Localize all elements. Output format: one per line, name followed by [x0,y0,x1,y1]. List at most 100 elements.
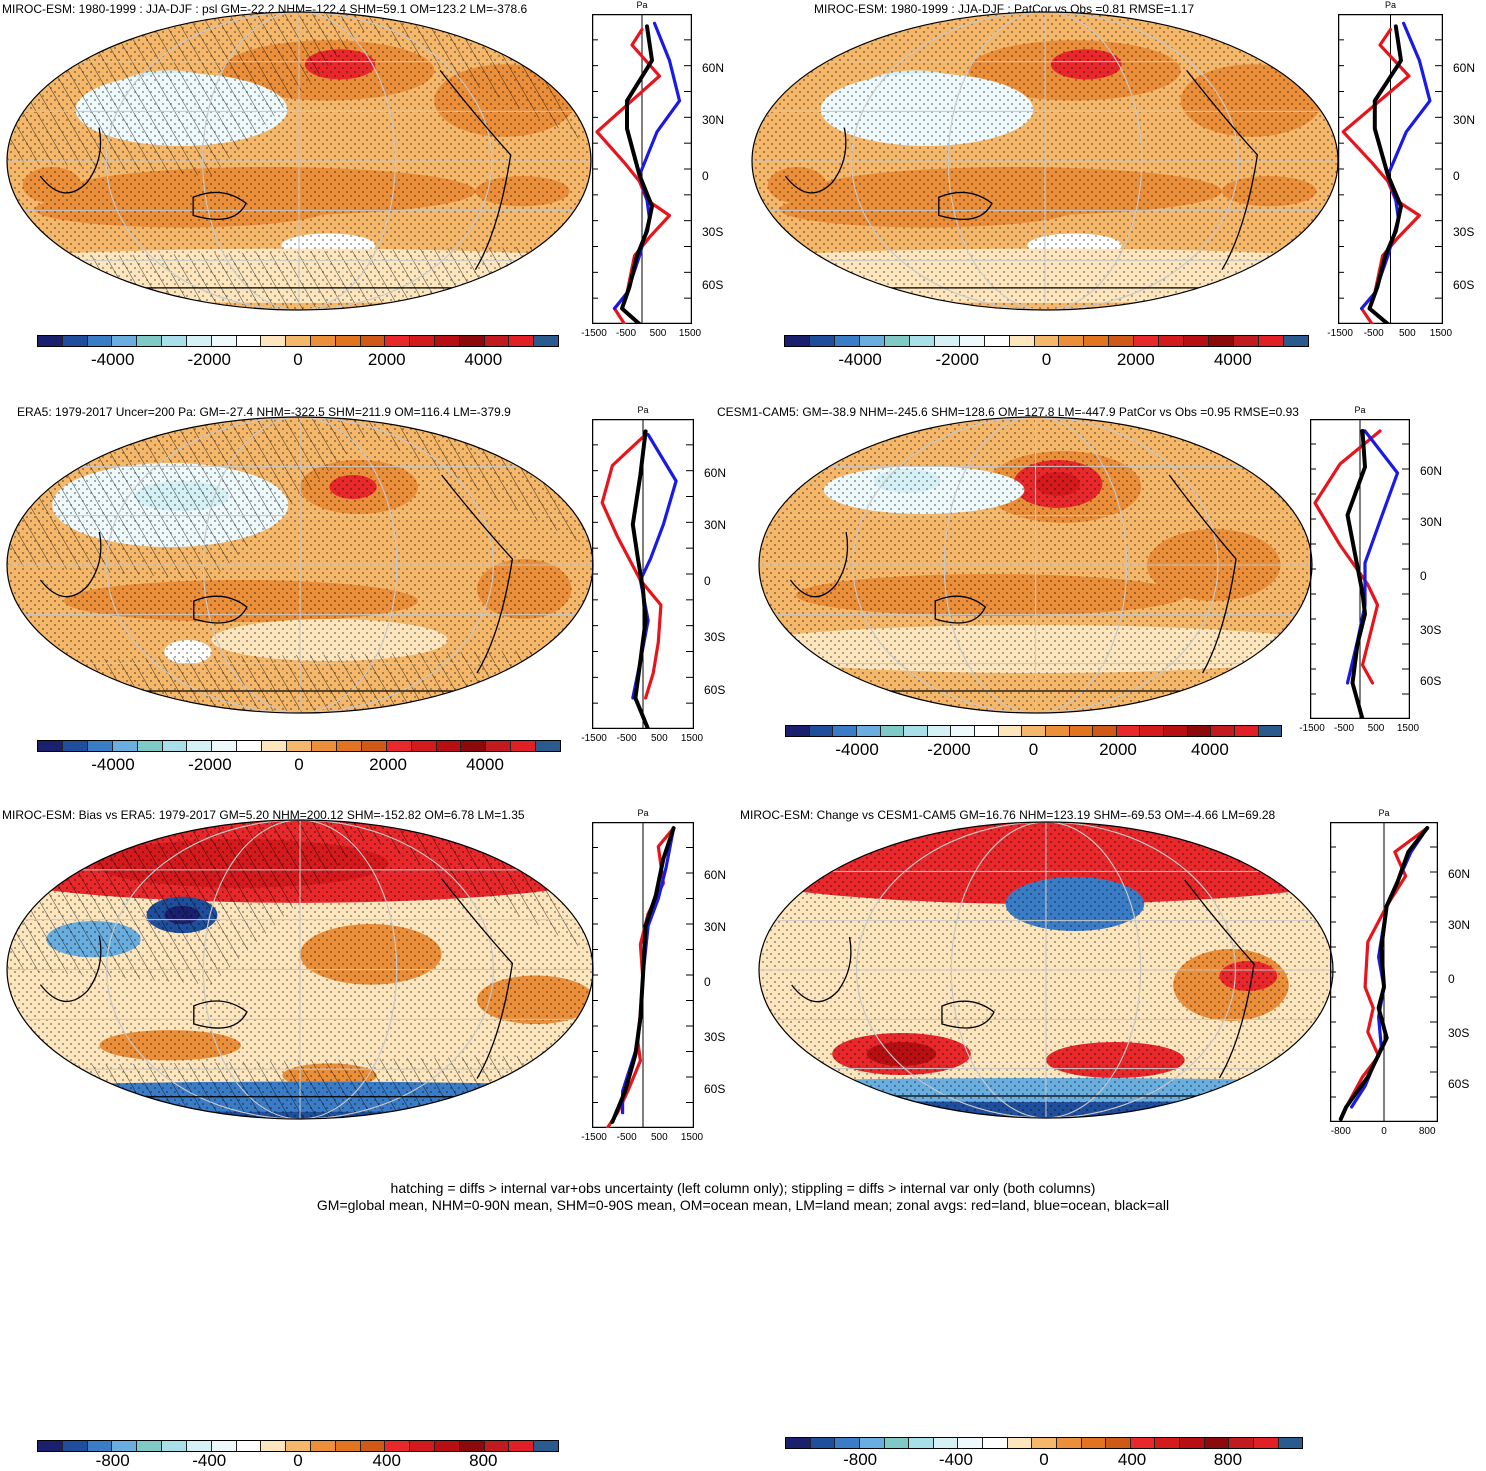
zonal-line-land [597,30,670,325]
colorbar-swatch [1117,726,1141,736]
colorbar-swatch [361,1441,386,1451]
latitude-tick-label: 30S [704,1030,725,1044]
colorbar-swatch [63,336,88,346]
colorbar-swatch [286,1441,311,1451]
zonal-x-tick-label: 1500 [1430,328,1452,339]
colorbar-swatch [810,726,834,736]
colorbar-swatch [412,741,437,751]
colorbar-swatch [833,726,857,736]
colorbar-swatch [287,741,312,751]
latitude-tick-label: 60S [1420,674,1441,688]
colorbar-swatch [410,1441,435,1451]
colorbar-swatch [1279,1438,1303,1448]
colorbar-swatch [212,336,237,346]
latitude-tick-label: 0 [1420,569,1427,583]
colorbar-swatch [928,726,952,736]
latitude-tick-label: 60S [704,1082,725,1096]
zonal-x-tick-label: -800 [1331,1126,1351,1137]
colorbar-swatch [261,1441,286,1451]
colorbar-swatch [1134,336,1159,346]
colorbar-swatch [960,336,985,346]
colorbar-swatch [910,336,935,346]
colorbar-swatch [385,336,410,346]
colorbar-tick-label: -2000 [936,350,979,370]
zonal-unit-label: Pa [1378,808,1389,818]
colorbar-swatch [38,336,63,346]
colorbar-swatch [885,1438,910,1448]
colorbar-swatch [38,1441,63,1451]
latitude-tick-label: 30N [704,920,726,934]
colorbar-tick-label: 0 [1042,350,1051,370]
map-plot [5,818,595,1121]
colorbar-tick-label: -4000 [91,350,134,370]
map-plot [750,10,1340,312]
colorbar-swatch [786,1438,811,1448]
zonal-axes [1338,14,1443,324]
colorbar-swatch [187,1441,212,1451]
zonal-x-tick-label: 800 [1419,1126,1436,1137]
colorbar-tick-label: -4000 [838,350,881,370]
colorbar-swatch [1093,726,1117,736]
latitude-tick-label: 30N [704,518,726,532]
colorbar-swatch [262,741,287,751]
colorbar-swatch [312,741,337,751]
colorbar-swatch [1131,1438,1156,1448]
zonal-axes [1310,419,1410,719]
colorbar-swatch [1046,726,1070,736]
colorbar-swatch [1109,336,1134,346]
zonal-x-tick-label: 1500 [679,328,701,339]
colorbar-tick-label: -400 [939,1450,973,1470]
colorbar-swatch [985,336,1010,346]
latitude-tick-label: 0 [1453,169,1460,183]
zonal-line-ocean [1352,828,1428,1107]
colorbar-swatch [1022,726,1046,736]
zonal-x-tick-label: 0 [1381,1126,1387,1137]
colorbar-swatch [112,1441,137,1451]
colorbar-swatch [983,1438,1008,1448]
zonal-line-all [622,26,652,324]
colorbar-tick-label: 4000 [464,350,502,370]
colorbar-swatch [935,336,960,346]
colorbar-swatch [509,1441,534,1451]
zonal-x-tick-label: -500 [617,1132,637,1143]
colorbar-swatch [361,336,386,346]
colorbar-swatch [857,726,881,736]
colorbar-swatch [1059,336,1084,346]
latitude-tick-label: 60N [1448,867,1470,881]
colorbar-swatch [511,741,536,751]
latitude-tick-label: 60N [702,61,724,75]
zonal-unit-label: Pa [637,405,648,415]
colorbar [37,335,559,347]
colorbar-swatch [138,741,163,751]
colorbar-swatch [909,1438,934,1448]
colorbar-swatch [337,741,362,751]
latitude-tick-label: 60S [704,683,725,697]
colorbar-swatch [786,726,810,736]
colorbar-swatch [958,1438,983,1448]
colorbar-swatch [860,336,885,346]
latitude-tick-label: 0 [702,169,709,183]
colorbar-swatch [1229,1438,1254,1448]
zonal-axes [592,419,694,729]
colorbar-swatch [835,336,860,346]
latitude-tick-label: 60N [1420,464,1442,478]
latitude-tick-label: 30S [1448,1026,1469,1040]
latitude-tick-label: 30N [702,113,724,127]
colorbar-tick-label: 0 [1029,740,1038,760]
zonal-line-land [602,435,661,699]
colorbar-swatch [534,1441,558,1451]
latitude-tick-label: 30S [704,630,725,644]
map-plot [757,820,1335,1120]
zonal-axes [592,14,692,324]
zonal-x-tick-label: 1500 [681,733,703,744]
colorbar-swatch [1211,726,1235,736]
zonal-line-land [1346,828,1427,1107]
zonal-x-tick-label: -1500 [581,328,607,339]
